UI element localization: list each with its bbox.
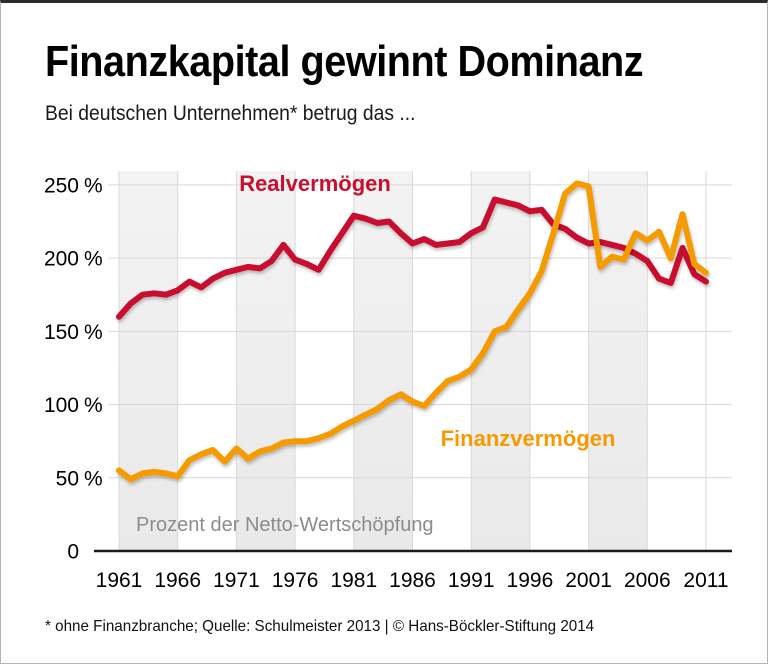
y-tick-unit: % <box>84 394 103 417</box>
series-line-realvermoegen <box>116 196 709 320</box>
x-tick-label: 1966 <box>154 569 201 592</box>
y-tick-label: 0 <box>67 541 79 564</box>
y-tick-label: 250 <box>44 174 79 197</box>
y-tick-label: 50 <box>56 467 79 490</box>
y-tick-label: 100 <box>44 394 79 417</box>
y-tick-label: 150 <box>44 321 79 344</box>
y-tick-unit: % <box>84 467 103 490</box>
x-tick-label: 1991 <box>448 569 495 592</box>
x-axis-tick-labels: 1961 1966 1971 1976 1981 1986 1991 1996 2001 2006… <box>96 569 729 592</box>
y-tick-label: 200 <box>44 248 79 271</box>
y-tick-unit: % <box>84 174 103 197</box>
x-tick-label: 2006 <box>624 569 671 592</box>
x-tick-label: 1981 <box>330 569 377 592</box>
x-tick-label: 2011 <box>683 569 728 592</box>
stripe-band <box>353 171 413 551</box>
x-tick-label: 1986 <box>389 569 436 592</box>
line-chart: 050 %100 %150 %200 %250% 1961 1966 1971 1976 198… <box>44 171 732 592</box>
x-tick-label: 1996 <box>507 569 554 592</box>
y-tick-unit: % <box>84 321 103 344</box>
x-tick-label: 1976 <box>272 569 319 592</box>
stripe-band <box>119 171 178 551</box>
series-label-realvermoegen: Realvermögen <box>239 171 391 196</box>
y-tick-unit: % <box>84 248 103 271</box>
gridlines <box>108 171 732 551</box>
x-tick-label: 1971 <box>213 569 260 592</box>
axis-unit-label: Prozent der Netto-Wertschöpfung <box>136 514 434 536</box>
data-series <box>116 180 709 483</box>
x-tick-label: 2001 <box>565 569 612 592</box>
series-line-finanzvermoegen <box>116 180 709 483</box>
source-footnote: * ohne Finanzbranche; Quelle: Schulmeist… <box>45 618 595 635</box>
series-label-finanzvermoegen: Finanzvermögen <box>441 426 616 451</box>
x-tick-label: 1961 <box>96 569 143 592</box>
page-subtitle: Bei deutschen Unternehmen* betrug das ..… <box>45 102 416 125</box>
page-title: Finanzkapital gewinnt Dominanz <box>45 37 644 86</box>
stripe-band <box>236 171 296 551</box>
y-axis-tick-labels: 050 %100 %150 %200 %250% <box>44 174 103 563</box>
